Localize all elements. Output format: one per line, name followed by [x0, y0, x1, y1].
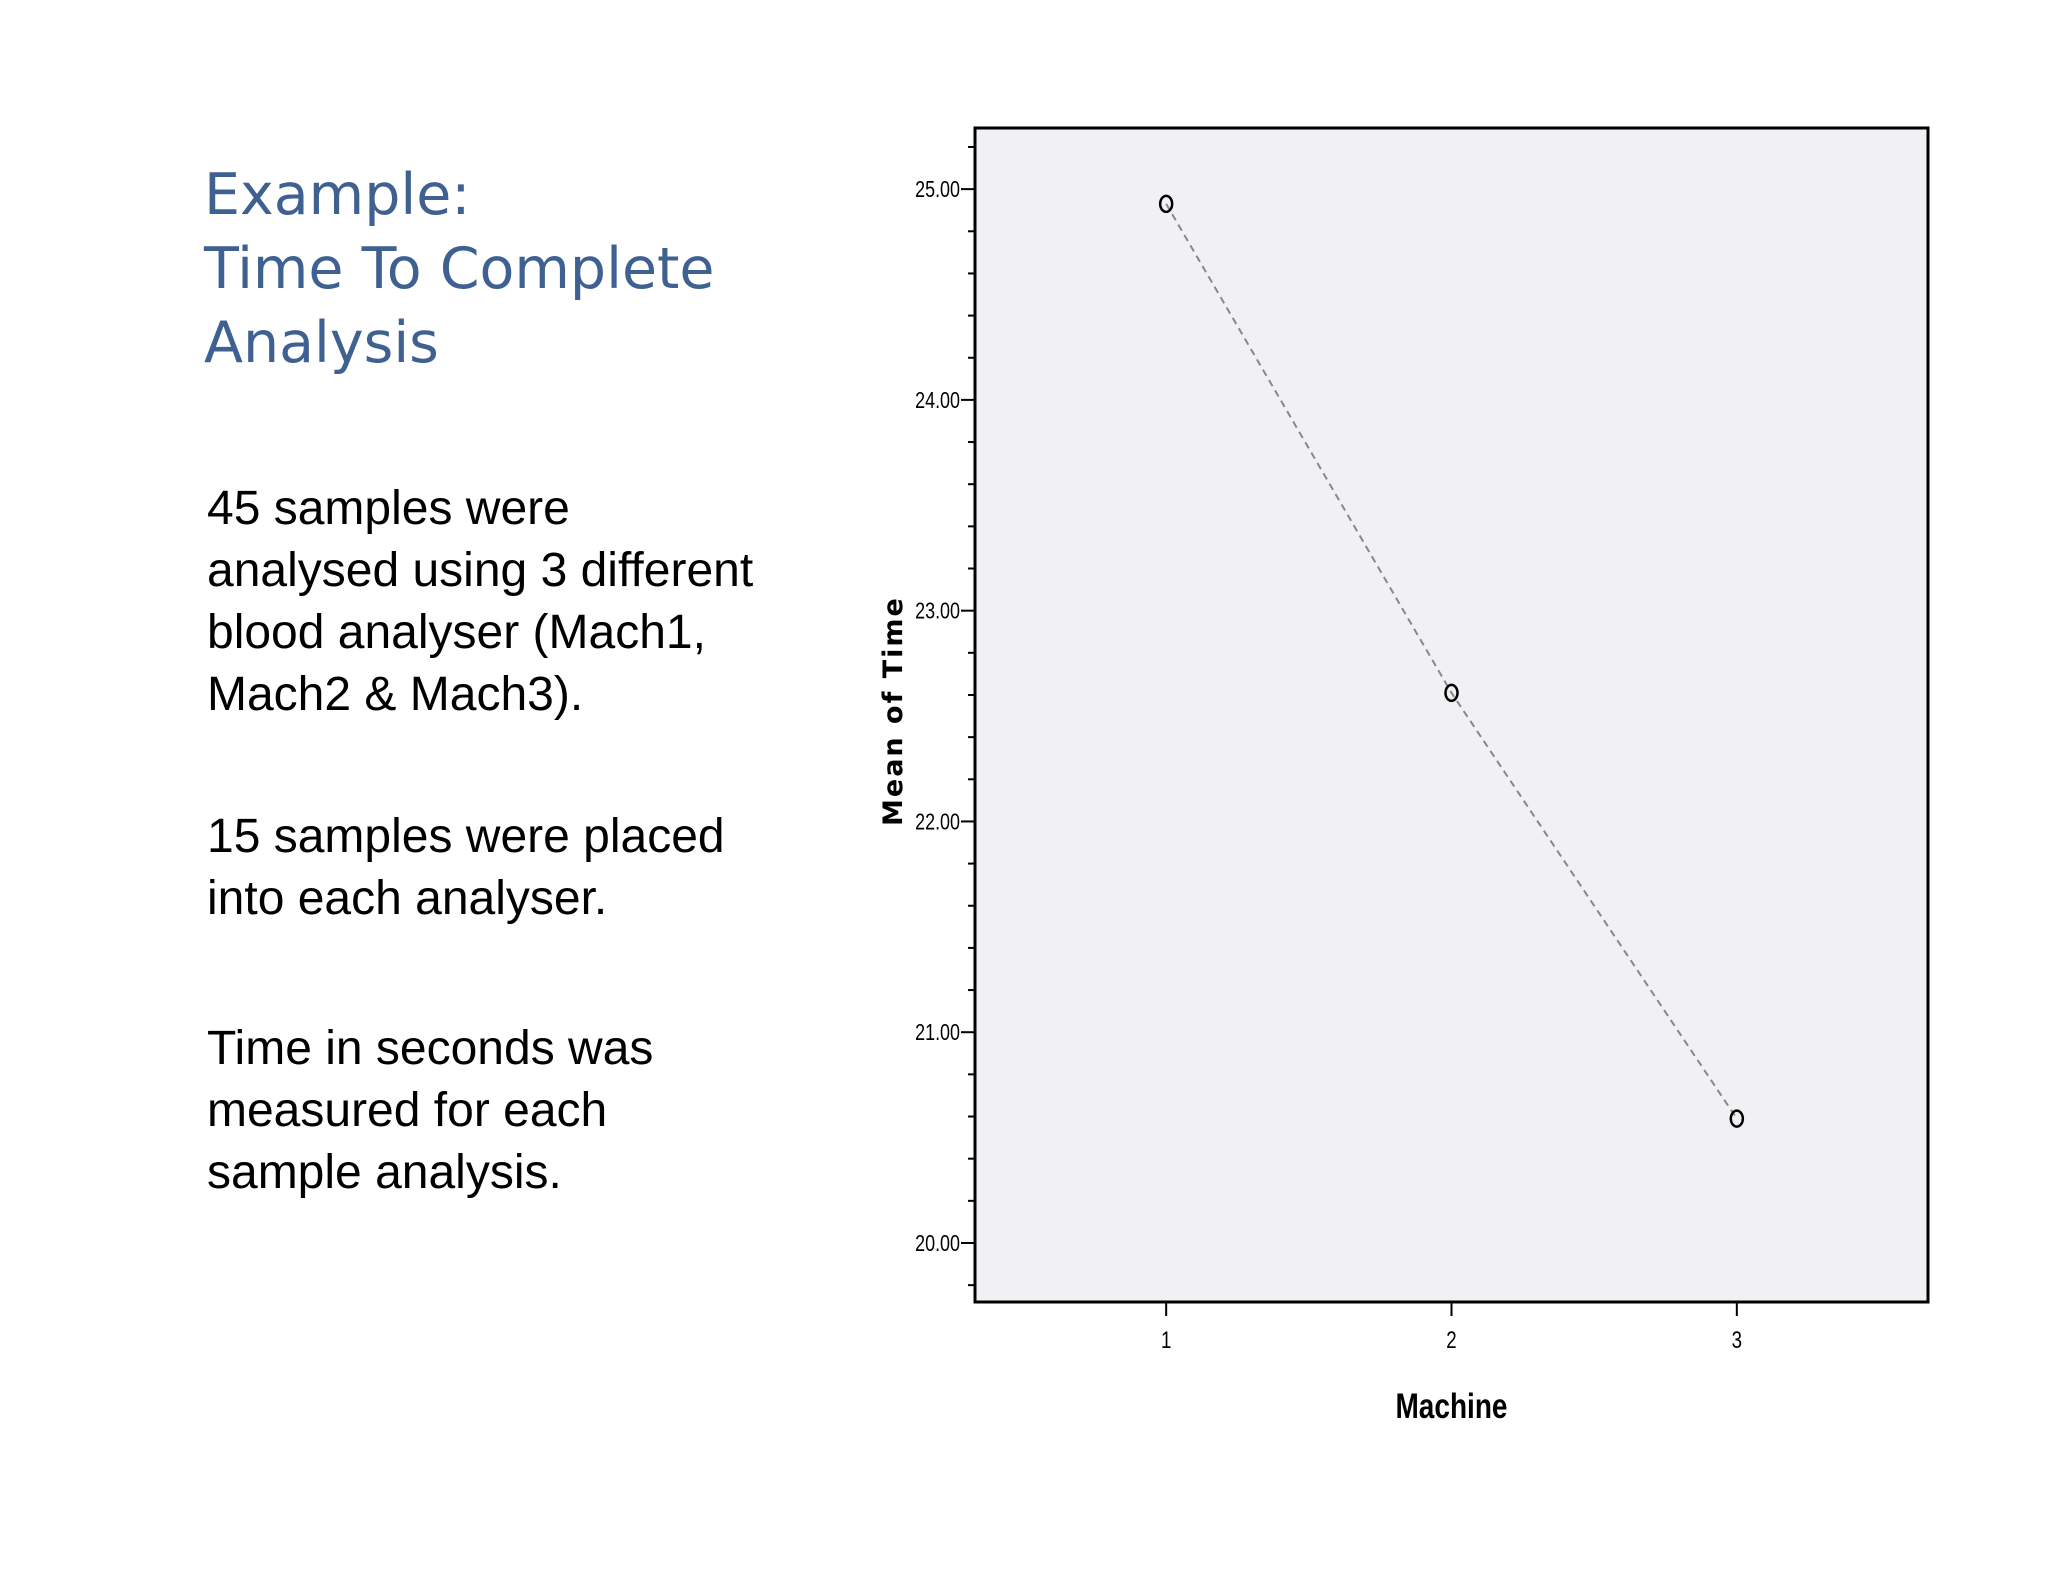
body-line: measured for each — [207, 1084, 608, 1137]
body-line: analysed using 3 different — [207, 544, 754, 597]
x-tick-label: 2 — [1446, 1327, 1456, 1354]
y-axis-label: Mean of Time — [878, 596, 909, 826]
x-axis: 1 2 3 — [1161, 1302, 1742, 1354]
body-paragraph: 15 samples were placed into each analyse… — [207, 806, 847, 930]
y-tick-label: 22.00 — [915, 809, 960, 835]
series-group — [1158, 194, 1745, 1128]
title-line: Analysis — [204, 310, 439, 376]
slide-body: 45 samples were analysed using 3 differe… — [207, 478, 847, 1204]
series-line — [1165, 203, 1738, 1120]
x-tick-label: 3 — [1732, 1327, 1742, 1354]
body-line: blood analyser (Mach1, — [207, 606, 706, 659]
body-line: sample analysis. — [207, 1146, 562, 1199]
y-tick-label: 20.00 — [915, 1231, 960, 1257]
data-point-marker — [1729, 1109, 1745, 1128]
plot-area — [973, 126, 1930, 1304]
y-tick-label: 24.00 — [915, 388, 960, 414]
body-line: 45 samples were — [207, 482, 570, 535]
data-point-marker — [1444, 683, 1459, 703]
y-tick-label: 21.00 — [915, 1020, 960, 1046]
y-tick-label: 23.00 — [915, 599, 960, 625]
y-tick-label: 25.00 — [915, 177, 960, 203]
data-point-marker — [1158, 194, 1174, 214]
body-line: Time in seconds was — [207, 1022, 654, 1075]
x-tick-label: 1 — [1161, 1327, 1171, 1354]
body-line: 15 samples were placed — [207, 810, 725, 863]
slide-title: Example: Time To Complete Analysis — [204, 158, 714, 380]
x-axis-label: Machine — [1395, 1386, 1507, 1426]
y-axis: 20.00 21.00 22.00 23.00 24.00 25.00 — [915, 145, 975, 1287]
title-line: Example: — [204, 162, 471, 228]
body-line: Mach2 & Mach3). — [207, 668, 584, 721]
body-paragraph: Time in seconds was measured for each sa… — [207, 1018, 847, 1204]
body-line: into each analyser. — [207, 872, 608, 925]
body-paragraph: 45 samples were analysed using 3 differe… — [207, 478, 847, 726]
title-line: Time To Complete — [204, 236, 715, 302]
